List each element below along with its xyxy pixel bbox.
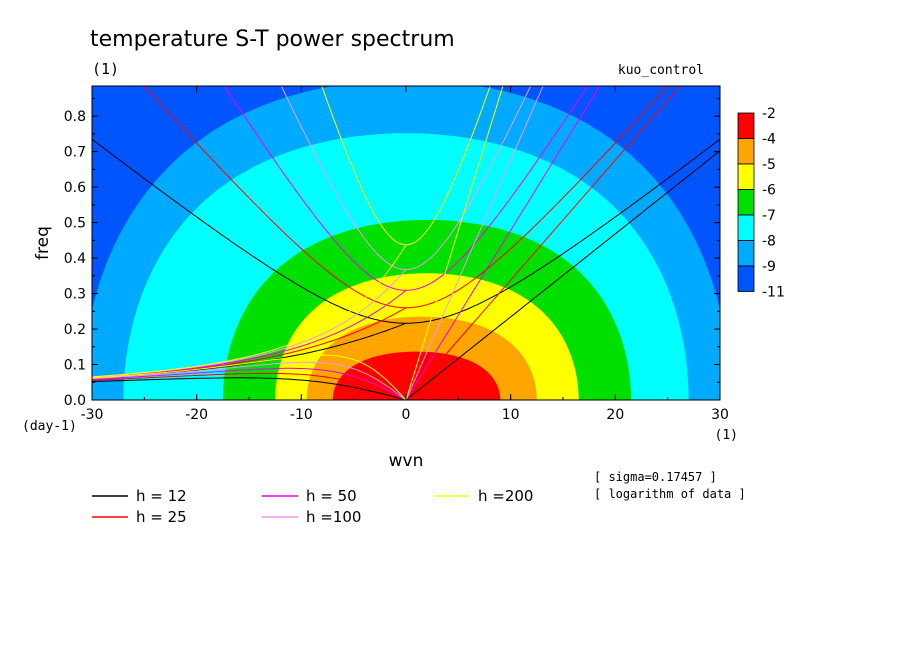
y-tick-label: 0.0 <box>64 393 86 409</box>
dispersion-curves <box>92 86 720 400</box>
rossby-curve-h12 <box>92 377 407 400</box>
y-axis-ticks: 0.0 0.1 0.2 0.3 0.4 0.5 0.6 0.7 0.8 <box>64 97 720 409</box>
y-unit-label: (day-1) <box>22 419 77 434</box>
legend-label: h = 25 <box>136 508 187 526</box>
legend-label: h = 12 <box>136 487 187 505</box>
colorbar-swatch <box>737 163 755 190</box>
rossby-curve-h50 <box>92 367 407 400</box>
legend-label: h = 50 <box>306 487 357 505</box>
legend-label: h =200 <box>478 487 533 505</box>
mrg-curve-h200 <box>92 244 407 378</box>
y-tick-label: 0.4 <box>64 251 86 267</box>
rossby-curve-h100 <box>92 361 407 400</box>
x-tick-label: 30 <box>711 407 729 423</box>
colorbar: -2 -4 -5 -6 -7 -8 -9 -11 <box>737 106 785 301</box>
rossby-curve-h25 <box>92 372 407 400</box>
y-axis-label: freq <box>33 226 53 260</box>
colorbar-swatch <box>737 240 755 267</box>
colorbar-label: -9 <box>762 259 776 275</box>
contour-fills <box>92 86 720 400</box>
kelvin-curve-h100 <box>405 86 544 400</box>
x-tick-label: 10 <box>502 407 520 423</box>
kelvin-curve-h200 <box>405 86 504 400</box>
x-tick-label: 20 <box>606 407 624 423</box>
x-tick-label: 0 <box>402 407 411 423</box>
note-sigma: [ sigma=0.17457 ] <box>594 470 717 484</box>
chart-subtitle-right: kuo_control <box>618 63 704 78</box>
colorbar-swatch <box>737 265 755 292</box>
colorbar-swatch <box>737 112 755 139</box>
colorbar-label: -11 <box>762 285 785 301</box>
y-tick-label: 0.2 <box>64 322 86 338</box>
note-logarithm: [ logarithm of data ] <box>594 487 746 501</box>
y-tick-label: 0.5 <box>64 216 86 232</box>
kelvin-curve-h50 <box>405 86 601 400</box>
colorbar-swatch <box>737 189 755 216</box>
x-axis-ticks: -30 -20 -10 0 10 20 30 <box>81 86 729 423</box>
chart-title: temperature S-T power spectrum <box>90 27 455 52</box>
y-tick-label: 0.3 <box>64 287 86 303</box>
y-tick-label: 0.8 <box>64 109 86 125</box>
kelvin-curve-h25 <box>405 86 681 400</box>
colorbar-label: -4 <box>762 132 776 148</box>
kelvin-curve-h12 <box>405 150 720 400</box>
y-tick-label: 0.6 <box>64 180 86 196</box>
legend-label: h =100 <box>306 508 361 526</box>
y-tick-label: 0.7 <box>64 145 86 161</box>
legend: h = 12 h = 25 h = 50 h =100 h =200 <box>92 487 533 526</box>
colorbar-label: -6 <box>762 183 776 199</box>
plot-area <box>92 86 720 400</box>
colorbar-label: -7 <box>762 208 776 224</box>
colorbar-label: -8 <box>762 234 776 250</box>
rossby-curve-h200 <box>92 354 407 400</box>
colorbar-label: -5 <box>762 157 776 173</box>
x-tick-label: -30 <box>81 407 104 423</box>
colorbar-swatch <box>737 138 755 165</box>
x-tick-label: -10 <box>290 407 313 423</box>
y-tick-label: 0.1 <box>64 358 86 374</box>
chart-subtitle-left: (1) <box>92 60 119 78</box>
colorbar-swatch <box>737 214 755 241</box>
colorbar-label: -2 <box>762 106 776 122</box>
x-unit-label: (1) <box>715 428 738 443</box>
x-tick-label: -20 <box>185 407 208 423</box>
x-axis-label: wvn <box>389 451 424 471</box>
